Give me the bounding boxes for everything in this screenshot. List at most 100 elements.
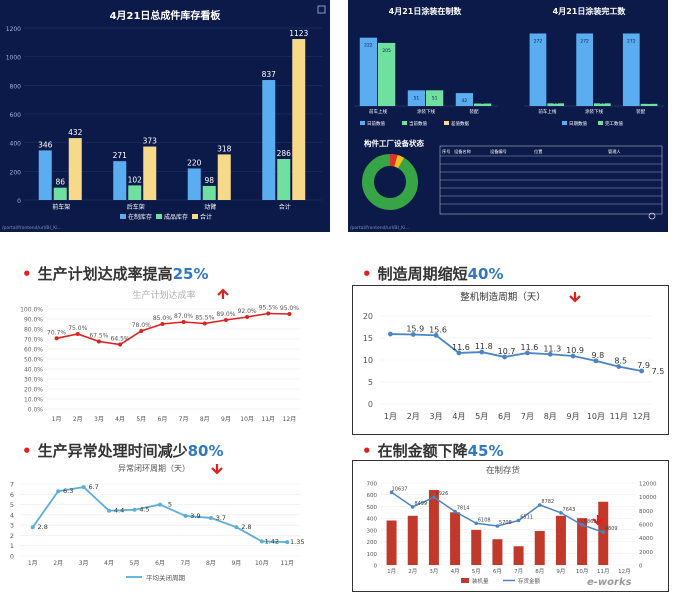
x-tick-label: 8月	[200, 416, 210, 423]
inventory-dashboard: 4月21日总成件库存看板 0 200 400 600 800 1000 1200 346 86 43…	[0, 0, 330, 232]
data-point	[432, 495, 436, 499]
data-point	[202, 321, 207, 326]
y-tick-label: 15	[363, 334, 373, 343]
y-tick-label: 100.0%	[20, 307, 43, 314]
y-tick-label: 60.0%	[24, 347, 43, 354]
data-point	[208, 515, 213, 520]
data-point	[245, 315, 250, 319]
y-tick-label-right: 8000	[639, 509, 653, 515]
x-tick-label: 3月	[94, 416, 104, 423]
x-tick-label: 3月	[430, 412, 443, 421]
x-tick-label: 9月	[556, 568, 565, 575]
x-tick-label: 2月	[73, 416, 83, 423]
x-tick-label: 12月	[632, 412, 650, 421]
x-tick-label: 9月	[221, 416, 231, 423]
data-point	[388, 331, 393, 337]
x-tick-label: 8月	[535, 568, 544, 575]
data-label: 10.9	[566, 346, 584, 355]
x-tick-label: 4月	[451, 568, 460, 575]
data-label: 8499	[414, 501, 427, 507]
bar	[577, 518, 588, 565]
y-tick-label: 40.0%	[24, 367, 43, 374]
legend-swatch	[402, 121, 407, 125]
cycle-chart: 整机制造周期（天） 0 5 10 15 20 1月 15.9 2月 15.6 3月 11.6 4月 11.…	[363, 291, 665, 421]
data-label: 11.3	[543, 344, 561, 353]
data-point	[639, 368, 644, 374]
data-label: 6.3	[63, 487, 73, 495]
data-point	[96, 339, 101, 344]
y-tick-label: 80.0%	[24, 327, 43, 334]
bar-label: 8	[648, 100, 651, 106]
legend-label: 当前数值	[409, 120, 427, 127]
legend-label: 在制库存	[128, 213, 152, 221]
data-point	[75, 332, 80, 336]
legend-swatch	[120, 214, 126, 219]
bar	[450, 512, 461, 565]
legend-swatch	[598, 121, 603, 125]
data-label: 7643	[563, 507, 576, 513]
bar	[407, 515, 418, 565]
y-tick-label: 20	[363, 312, 373, 321]
x-tick-label: 5月	[136, 416, 146, 423]
legend-label: 平均关闭周期	[146, 573, 186, 582]
donut-segment	[389, 154, 398, 167]
bar-label: 222	[364, 43, 373, 49]
bar	[576, 33, 593, 106]
data-point	[495, 524, 500, 528]
data-point	[537, 503, 542, 507]
data-point	[593, 358, 599, 364]
legend-label: 日前数值	[367, 120, 385, 127]
x-tick-label: 5月	[472, 568, 481, 575]
data-point	[158, 502, 162, 507]
x-tick-label: 10月	[255, 560, 269, 567]
data-label: 3.7	[216, 514, 226, 522]
x-tick-label: 12月	[618, 568, 631, 575]
bar-label: 373	[143, 137, 158, 146]
data-label: 4.4	[114, 507, 124, 515]
data-point	[456, 350, 462, 356]
end-label: 7.5	[652, 367, 665, 376]
y-tick-label: 20.0%	[24, 387, 43, 394]
data-label: 10637	[392, 486, 408, 492]
y-tick-label: 5	[368, 378, 373, 387]
bar-label: 318	[217, 144, 232, 153]
bar-label: 8	[481, 100, 484, 106]
data-label: 5863	[584, 519, 597, 525]
y-tick-label-left: 600	[367, 493, 378, 499]
legend-label: 装机量	[472, 577, 489, 585]
data-point	[516, 518, 521, 523]
data-label: 87.0%	[174, 313, 193, 320]
data-label: 6108	[478, 517, 491, 523]
x-tick-label: 动臂	[204, 203, 216, 211]
paint-chart: 4月21日涂装在制数 4月21日涂装完工数 222 205 前车上线 51 51 涂装下线 42…	[350, 6, 664, 231]
data-label: 5	[168, 501, 172, 509]
data-label: 15.9	[406, 324, 424, 333]
status-title: 构件工厂设备状态	[364, 138, 424, 148]
x-tick-label: 12月	[283, 416, 297, 423]
data-label: 1.42	[265, 537, 279, 545]
data-label: 2.8	[38, 523, 48, 531]
x-tick-label: 2月	[407, 412, 420, 421]
heading-cycle: • 制造周期缩短40%	[362, 265, 504, 283]
bar	[455, 93, 473, 106]
bar-label: 10	[553, 100, 559, 106]
heading-plan: • 生产计划达成率提高25%	[22, 265, 209, 283]
x-tick-label: 11月	[280, 560, 294, 567]
bar-label: 272	[580, 38, 589, 44]
x-tick-label: 后车架	[127, 203, 145, 211]
x-tick-label: 6月	[498, 412, 511, 421]
data-point	[118, 342, 123, 347]
data-point	[266, 311, 271, 316]
data-point	[234, 525, 239, 530]
y-tick-label: 400	[10, 141, 22, 148]
heading-wip: • 在制金额下降45%	[362, 442, 504, 460]
data-point	[479, 349, 485, 355]
y-tick-label-left: 700	[367, 482, 378, 488]
chart-title: 生产计划达成率	[132, 289, 195, 301]
data-point	[287, 312, 292, 316]
x-tick-label: 9月	[231, 560, 241, 567]
x-tick-label: 6月	[493, 568, 502, 575]
x-tick-label: 11月	[261, 416, 275, 423]
bar	[640, 103, 658, 106]
bar	[492, 539, 503, 565]
